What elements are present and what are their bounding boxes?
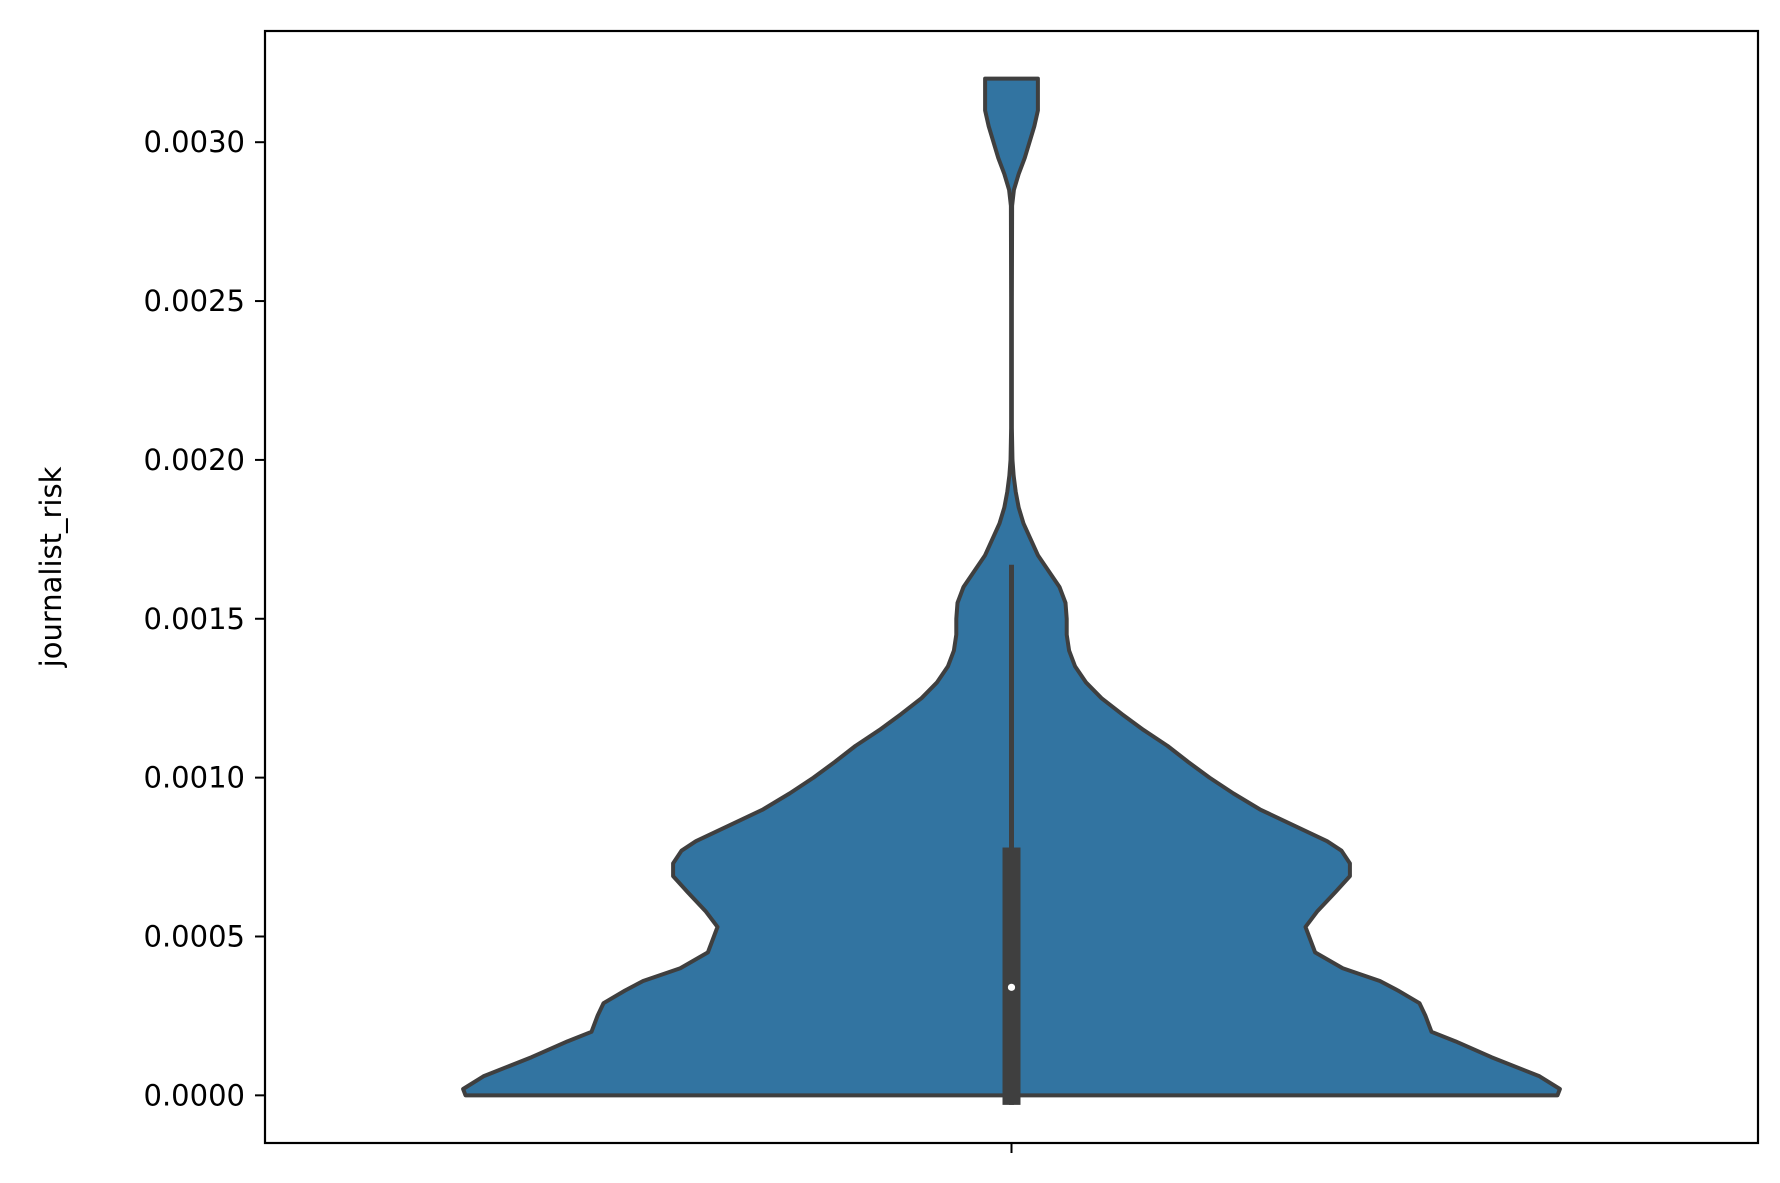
y-tick-label: 0.0025 <box>144 284 245 318</box>
y-tick-label: 0.0030 <box>144 125 245 159</box>
y-tick-label: 0.0020 <box>144 443 245 477</box>
y-tick-label: 0.0000 <box>144 1078 245 1112</box>
median-marker <box>1007 983 1016 991</box>
y-tick-label: 0.0005 <box>144 919 245 953</box>
y-axis-label: journalist_risk <box>34 466 68 668</box>
y-tick-label: 0.0010 <box>144 761 245 795</box>
y-axis: 0.0000 0.0005 0.0010 0.0015 0.0020 0.0025 0.00… <box>144 125 265 1112</box>
interquartile-box <box>1002 847 1021 1105</box>
plot-content <box>461 76 1562 1105</box>
y-tick-label: 0.0015 <box>144 602 245 636</box>
